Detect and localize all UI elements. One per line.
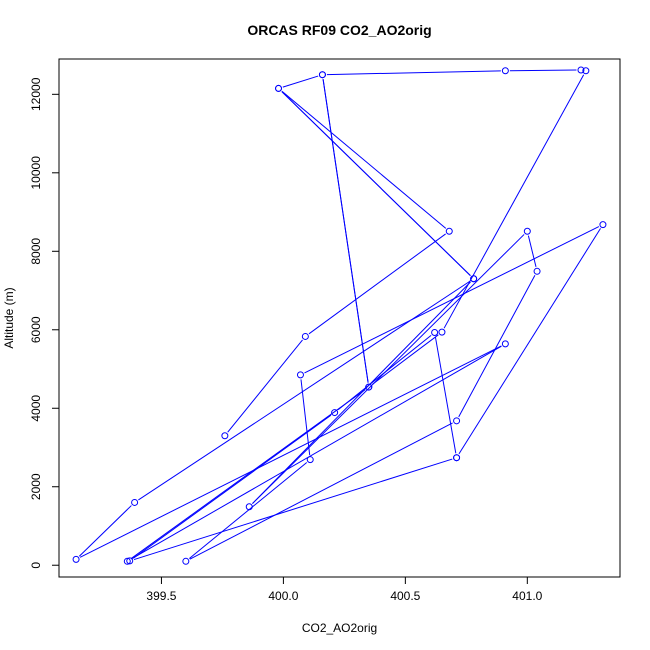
data-point: [470, 275, 478, 283]
y-axis: 0 2000 4000 6000 8000 10000 12000: [29, 77, 60, 569]
data-point: [182, 557, 190, 565]
data-point: [599, 221, 607, 229]
data-point: [301, 332, 309, 340]
data-point: [431, 329, 439, 337]
data-point: [453, 454, 461, 462]
x-tick-label: 401.0: [512, 589, 542, 603]
series-segment: [281, 90, 447, 229]
series-segment: [337, 334, 432, 411]
series-segment: [304, 226, 600, 374]
plot-area: [58, 58, 621, 578]
series-layer: [72, 66, 607, 565]
x-tick-label: 399.5: [146, 589, 176, 603]
y-tick-label: 10000: [29, 156, 43, 190]
series-segment: [189, 462, 308, 559]
data-point: [318, 71, 326, 79]
data-point: [523, 227, 531, 235]
y-axis-label: Altitude (m): [2, 287, 16, 348]
x-tick-label: 400.0: [268, 589, 298, 603]
data-point: [275, 84, 283, 92]
data-point: [331, 409, 339, 417]
data-point: [306, 456, 314, 464]
data-point: [131, 498, 139, 506]
data-point: [445, 227, 453, 235]
y-tick-label: 12000: [29, 77, 43, 111]
series-segment: [79, 345, 502, 558]
series-segment: [189, 422, 453, 560]
series-segment: [458, 228, 601, 455]
data-point: [501, 340, 509, 348]
series-segment: [133, 414, 332, 559]
data-point: [438, 328, 446, 336]
series-segment: [130, 389, 366, 560]
data-point: [533, 267, 541, 275]
series-segment: [509, 69, 577, 72]
chart-title: ORCAS RF09 CO2_AO2orig: [247, 22, 431, 38]
data-point: [582, 67, 590, 75]
series-segment: [326, 70, 501, 76]
data-point: [453, 417, 461, 425]
data-point: [123, 557, 131, 565]
series-segment: [252, 281, 471, 504]
series-segment: [458, 275, 536, 418]
series-segment: [372, 334, 439, 385]
data-point: [501, 67, 509, 75]
series-segment: [133, 458, 453, 561]
y-tick-label: 4000: [29, 395, 43, 422]
series-segment: [300, 379, 311, 456]
data-point: [577, 66, 585, 74]
y-tick-label: 8000: [29, 238, 43, 265]
series-segment: [281, 91, 471, 276]
series-segment: [130, 345, 502, 560]
series-segment: [322, 79, 369, 383]
series-segment: [434, 336, 457, 454]
data-point: [296, 371, 304, 379]
x-axis: 399.5 400.0 400.5 401.0: [146, 576, 543, 603]
series-segment: [227, 339, 303, 433]
series-segment: [138, 280, 471, 501]
data-point: [126, 557, 134, 565]
data-point: [221, 432, 229, 440]
series-segment: [78, 505, 132, 557]
series-segment: [527, 235, 537, 268]
data-point: [365, 383, 373, 391]
x-axis-label: CO2_AO2orig: [302, 621, 377, 635]
data-point: [245, 503, 253, 511]
y-tick-label: 2000: [29, 473, 43, 500]
series-segment: [282, 75, 319, 88]
x-tick-label: 400.5: [390, 589, 420, 603]
series-segment: [443, 74, 585, 329]
y-tick-label: 0: [29, 562, 43, 569]
series-segment: [308, 233, 446, 335]
y-tick-label: 6000: [29, 316, 43, 343]
data-point: [72, 555, 80, 563]
